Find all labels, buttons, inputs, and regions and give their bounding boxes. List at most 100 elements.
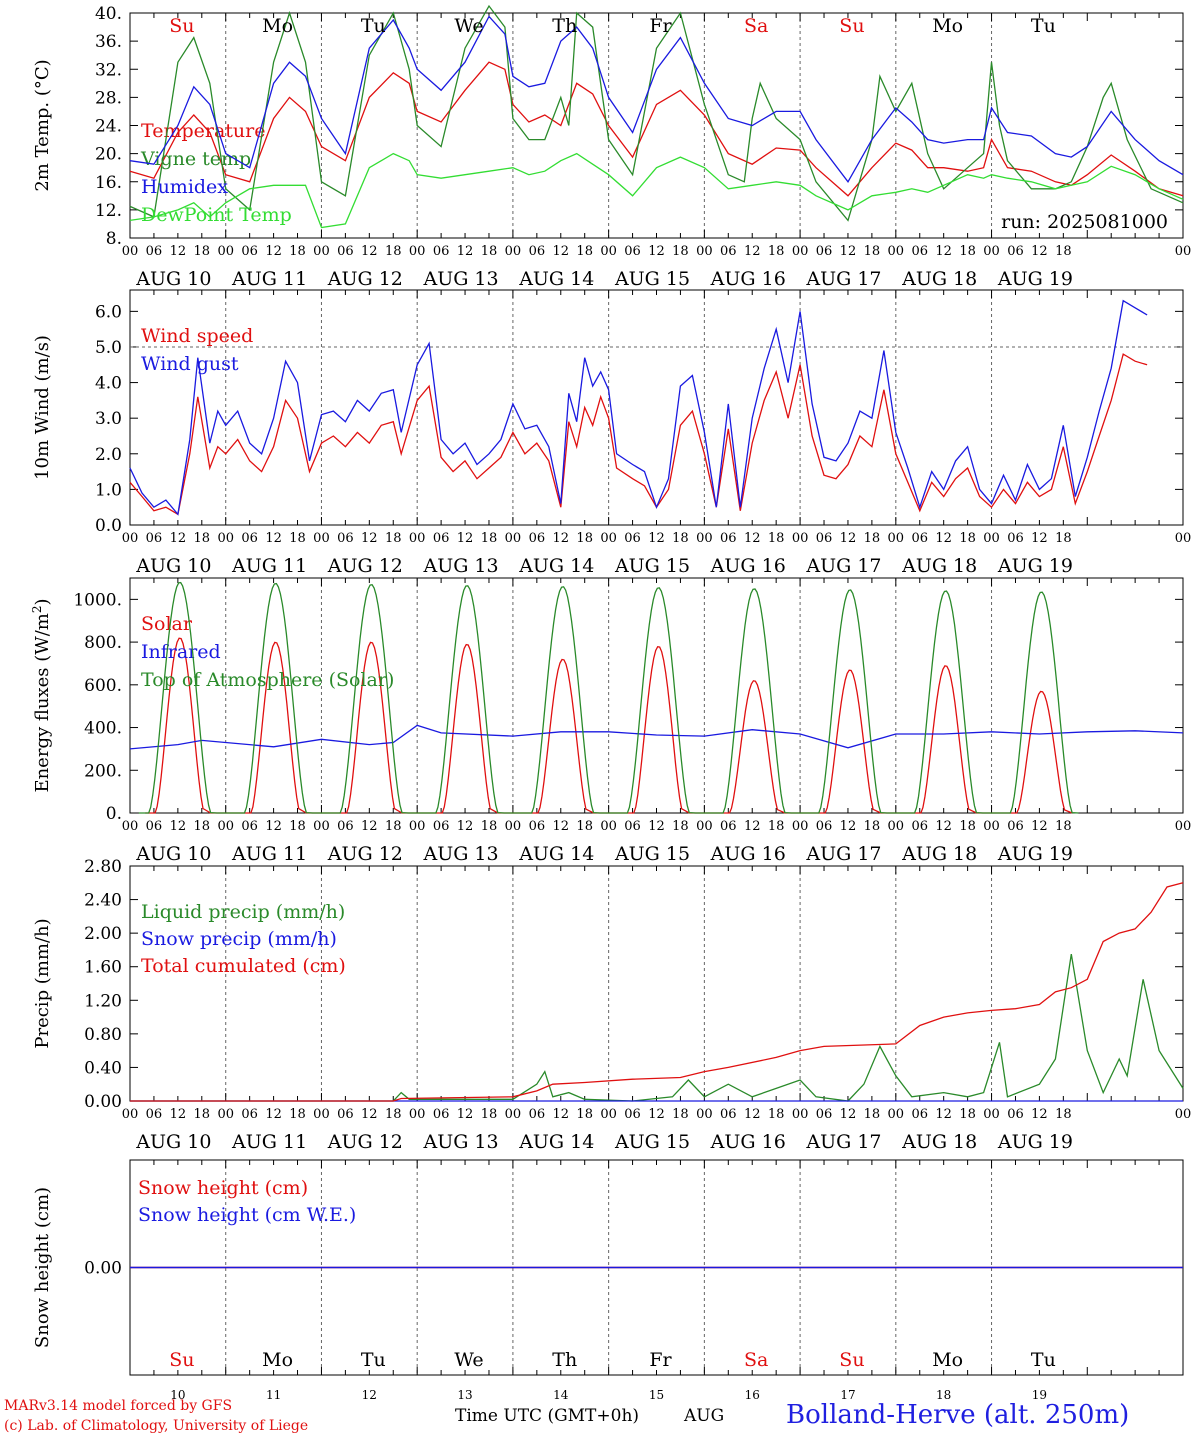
x-hour-label: 06 <box>433 244 450 259</box>
y-tick-label: 2.0 <box>95 445 122 465</box>
x-hour-label: 12 <box>648 244 665 259</box>
x-hour-label: 18 <box>576 1107 593 1122</box>
x-hour-label: 06 <box>1007 531 1024 546</box>
x-hour-label: 12 <box>170 244 187 259</box>
x-hour-label: 06 <box>624 531 641 546</box>
run-label: run: 2025081000 <box>1001 211 1168 233</box>
x-hour-label: 18 <box>864 819 881 834</box>
x-date-label: AUG 12 <box>327 268 403 290</box>
x-hour-label: 18 <box>385 1107 402 1122</box>
y-tick-label: 2.80 <box>84 857 122 877</box>
x-hour-label: 00 <box>696 819 713 834</box>
x-hour-label: 00 <box>505 531 522 546</box>
series-line-temperature <box>129 61 1184 197</box>
x-hour-label: 12 <box>265 244 282 259</box>
y-tick-label: 4.0 <box>95 374 122 394</box>
x-hour-label: 06 <box>720 244 737 259</box>
x-hour-label: 12 <box>170 531 187 546</box>
x-hour-label: 06 <box>911 531 928 546</box>
x-hour-label: 18 <box>768 1107 785 1122</box>
x-hour-label: 12 <box>361 1107 378 1122</box>
x-hour-label: 18 <box>194 819 211 834</box>
x-hour-label: 18 <box>864 1107 881 1122</box>
y-tick-label: 6.0 <box>95 302 122 322</box>
x-hour-label: 06 <box>720 1107 737 1122</box>
x-hour-label: 06 <box>1007 819 1024 834</box>
x-hour-label: 00 <box>792 819 809 834</box>
y-tick-label: 0.00 <box>84 1259 122 1279</box>
x-date-label: AUG 11 <box>231 1131 307 1153</box>
y-tick-label: 16. <box>95 173 122 193</box>
x-hour-label: 12 <box>361 819 378 834</box>
x-date-label: AUG 15 <box>614 843 690 865</box>
x-date-label: AUG 11 <box>231 555 307 577</box>
x-hour-label: 06 <box>816 1107 833 1122</box>
y-tick-label: 36. <box>95 32 122 52</box>
x-date-label: AUG 14 <box>518 555 594 577</box>
y-tick-label: 1.20 <box>84 991 122 1011</box>
y-axis-label: Precip (mm/h) <box>32 918 53 1048</box>
x-hour-label: 00 <box>983 244 1000 259</box>
x-hour-label: 12 <box>170 1107 187 1122</box>
legend-entry: Humidex <box>141 176 228 198</box>
x-hour-label: 12 <box>265 531 282 546</box>
x-hour-label: 00 <box>217 531 234 546</box>
x-date-label: AUG 13 <box>422 555 498 577</box>
x-hour-label: 12 <box>1031 819 1048 834</box>
y-tick-label: 800. <box>84 633 122 653</box>
x-hour-label: 00 <box>1175 244 1192 259</box>
x-hour-label: 00 <box>888 819 905 834</box>
x-hour-label: 00 <box>888 1107 905 1122</box>
x-hour-label: 00 <box>505 819 522 834</box>
x-date-label: AUG 17 <box>805 555 881 577</box>
y-tick-label: 5.0 <box>95 338 122 358</box>
month-label: AUG <box>684 1406 725 1426</box>
x-hour-label: 00 <box>409 244 426 259</box>
x-hour-label: 12 <box>744 244 761 259</box>
x-hour-label: 00 <box>217 819 234 834</box>
x-hour-label: 00 <box>1175 819 1192 834</box>
x-hour-label: 12 <box>935 531 952 546</box>
x-axis-label: Time UTC (GMT+0h) <box>455 1406 640 1426</box>
x-hour-label: 00 <box>122 1107 139 1122</box>
x-hour-label: 06 <box>720 531 737 546</box>
x-date-label: AUG 13 <box>422 1131 498 1153</box>
x-date-label: AUG 17 <box>805 843 881 865</box>
x-date-label: AUG 13 <box>422 268 498 290</box>
y-axis-label: 10m Wind (m/s) <box>32 335 53 480</box>
x-hour-label: 12 <box>648 1107 665 1122</box>
x-hour-label: 18 <box>385 819 402 834</box>
x-hour-label: 06 <box>624 244 641 259</box>
x-hour-label: 00 <box>217 1107 234 1122</box>
x-date-label: AUG 15 <box>614 555 690 577</box>
x-date-label: AUG 14 <box>518 843 594 865</box>
x-hour-label: 00 <box>600 819 617 834</box>
x-date-label: AUG 10 <box>135 268 211 290</box>
legend-entry: Total cumulated (cm) <box>141 955 346 977</box>
series-line-wind-gust <box>129 299 1148 516</box>
x-hour-label: 00 <box>1175 1107 1192 1122</box>
x-hour-label: 18 <box>1055 531 1072 546</box>
day-number-label: 11 <box>266 1388 281 1402</box>
y-tick-label: 1.0 <box>95 480 122 500</box>
x-hour-label: 12 <box>840 244 857 259</box>
x-hour-label: 00 <box>792 1107 809 1122</box>
legend-entry: DewPoint Temp <box>141 204 292 226</box>
x-hour-label: 00 <box>313 1107 330 1122</box>
x-hour-label: 06 <box>911 819 928 834</box>
weekday-label-bottom: Su <box>839 1349 864 1371</box>
x-hour-label: 06 <box>241 1107 258 1122</box>
x-hour-label: 12 <box>361 244 378 259</box>
x-date-label: AUG 16 <box>710 1131 786 1153</box>
x-hour-label: 12 <box>648 531 665 546</box>
x-date-label: AUG 18 <box>901 268 977 290</box>
x-hour-label: 18 <box>1055 1107 1072 1122</box>
x-hour-label: 00 <box>888 531 905 546</box>
x-hour-label: 12 <box>935 819 952 834</box>
x-date-label: AUG 18 <box>901 1131 977 1153</box>
series-line-vigne-temp <box>129 4 1184 222</box>
x-hour-label: 06 <box>911 1107 928 1122</box>
weekday-label-top: We <box>454 15 483 37</box>
x-hour-label: 06 <box>911 244 928 259</box>
y-tick-label: 0.80 <box>84 1025 122 1045</box>
